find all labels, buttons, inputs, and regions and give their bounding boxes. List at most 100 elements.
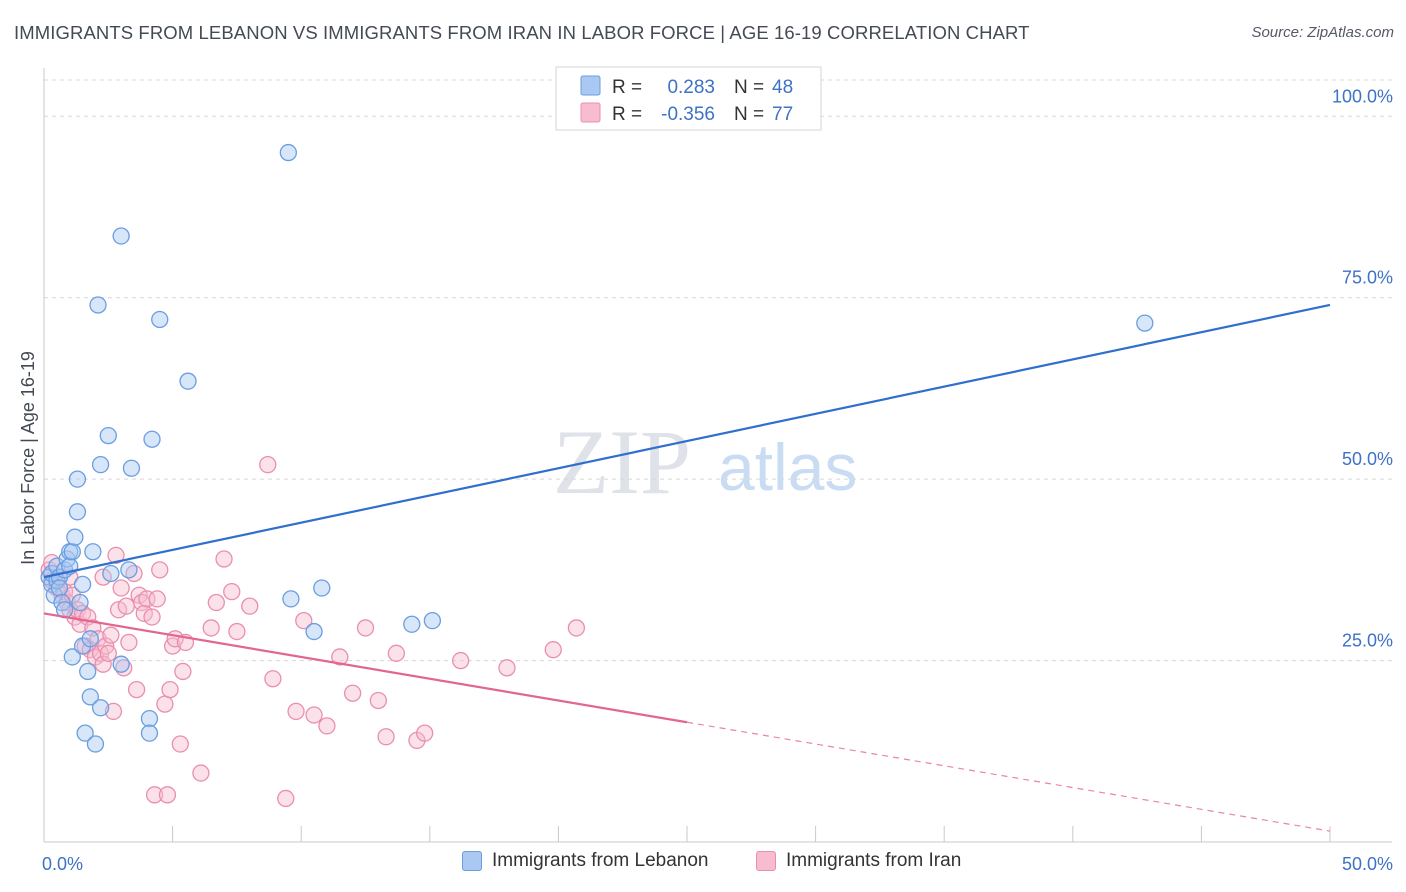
iran-point [259,455,277,474]
iran-point [318,717,336,735]
lebanon-point [76,724,94,742]
series-legend: Immigrants from Lebanon Immigrants from … [0,850,1406,880]
lebanon-point [305,622,323,641]
lebanon-point [50,579,69,597]
iran-point [104,702,123,721]
lebanon-point [68,503,87,521]
lebanon-point [91,455,110,474]
iran-point [228,622,246,641]
iran-point [202,619,220,637]
lebanon-point [120,561,138,579]
lebanon-point [73,575,92,594]
iran-point [94,655,112,673]
lebanon-point [403,615,421,633]
iran-point [120,633,138,652]
lebanon-point [102,564,120,583]
y-tick-label: 25.0% [1342,631,1393,651]
iran-points [40,455,586,808]
iran-point [156,695,174,713]
iran-point [117,597,135,615]
lebanon-point [84,543,102,561]
iran-point [207,593,225,612]
lebanon-point [81,630,99,648]
iran-point [356,619,375,637]
iran-point [264,670,282,688]
iran-point [377,728,395,746]
iran-point [567,619,586,637]
legend-label-lebanon: Immigrants from Lebanon [492,850,709,871]
y-tick-label: 100.0% [1332,86,1393,106]
legend-swatch-lebanon-bottom [462,851,482,871]
lebanon-point [179,372,197,390]
iran-point [127,680,146,699]
legend-n-value-iran: 77 [772,104,793,125]
iran-point [452,651,470,670]
grid-lines [44,79,1392,662]
y-tick-label: 50.0% [1342,449,1393,469]
trend-lines [43,303,1331,832]
iran-point [112,579,130,597]
lebanon-point [79,662,97,681]
iran-point [151,561,169,579]
legend-r-value-iran: -0.356 [661,104,715,125]
iran-point [305,706,323,724]
legend-label-iran: Immigrants from Iran [786,850,962,871]
legend-n-label-iran: N = [734,104,764,125]
iran-point [84,619,102,637]
iran-point [369,691,388,710]
iran-point [171,735,189,753]
x-tick-labels: 0.0% 50.0% [42,854,1393,874]
legend-swatch-iran-bottom [756,851,776,871]
iran-point [161,680,179,699]
watermark-zip: ZIP [553,411,691,513]
iran-point [143,608,161,626]
x-tick-label: 0.0% [42,854,83,874]
lebanon-trend-line [43,303,1331,579]
legend-n-label-lebanon: N = [734,77,764,98]
iran-point [223,582,241,601]
legend-r-label-lebanon: R = [612,77,642,98]
lebanon-point [122,459,141,477]
legend-swatch-iran [580,102,601,123]
axes [43,68,1392,843]
iran-point [107,546,125,564]
iran-point [241,597,259,615]
iran-point [148,590,166,608]
iran-point [498,659,516,677]
iran-point [102,626,120,644]
lebanon-point [86,735,105,753]
lebanon-point [89,296,107,314]
legend-item-iran: Immigrants from Iran [756,850,961,872]
lebanon-point [112,655,130,673]
iran-point [174,662,192,681]
lebanon-point [81,688,99,706]
iran-point [331,648,349,666]
lebanon-point [423,612,442,630]
y-tick-label: 75.0% [1342,268,1393,288]
iran-point [145,786,164,804]
lebanon-point [68,470,87,488]
chart-title: IMMIGRANTS FROM LEBANON VS IMMIGRANTS FR… [14,22,1030,43]
lebanon-point [112,227,130,245]
x-tick-label: 50.0% [1342,854,1393,874]
legend-r-label-iran: R = [612,104,642,125]
iran-trend-line-extension [686,721,1331,832]
chart-source: Source: ZipAtlas.com [1251,24,1394,41]
lebanon-point [71,593,89,612]
iran-point [99,644,117,662]
lebanon-point [140,724,159,742]
lebanon-point [313,579,331,597]
y-tick-labels: 25.0% 50.0% 75.0% 100.0% [1332,86,1393,650]
iran-point [343,684,362,702]
iran-point [387,644,406,662]
legend-n-value-lebanon: 48 [772,77,793,98]
lebanon-point [151,310,169,329]
legend-item-lebanon: Immigrants from Lebanon [462,850,709,872]
lebanon-point [99,426,117,445]
iran-point [295,612,313,630]
iran-point [287,702,305,721]
lebanon-point [66,528,84,546]
lebanon-point [143,430,161,448]
iran-point [215,550,233,568]
